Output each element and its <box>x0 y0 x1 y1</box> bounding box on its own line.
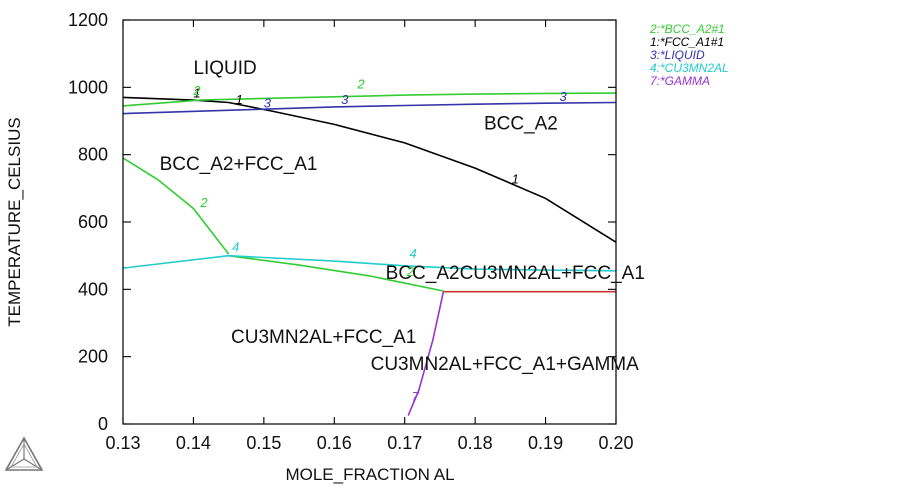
y-axis-title: TEMPERATURE_CELSIUS <box>5 117 24 326</box>
y-tick-label: 800 <box>78 145 108 165</box>
curve-number-label: 2 <box>192 83 201 98</box>
thermo-calc-logo-icon <box>4 436 44 471</box>
phase-boundary-2-segment-3 <box>228 254 444 292</box>
curve-number-label: 1 <box>512 171 519 186</box>
curve-number-label: 7 <box>412 389 420 404</box>
region-label: BCC_A2CU3MN2AL+FCC_A1 <box>386 263 645 284</box>
x-axis-title: MOLE_FRACTION AL <box>285 465 454 484</box>
x-tick-label: 0.20 <box>598 433 633 453</box>
legend-entry: 1:*FCC_A1#1 <box>650 35 724 49</box>
x-tick-label: 0.13 <box>105 433 140 453</box>
y-tick-label: 1200 <box>68 10 108 30</box>
region-label: CU3MN2AL+FCC_A1 <box>231 327 416 348</box>
x-tick-label: 0.15 <box>246 433 281 453</box>
phase-boundary-4-segment-1 <box>122 254 617 272</box>
legend-entry: 2:*BCC_A2#1 <box>649 22 725 36</box>
curve-number-label: 1 <box>193 85 200 100</box>
curve-number-label: 4 <box>232 240 239 255</box>
phase-boundary-2-segment-2 <box>122 157 230 255</box>
curve-number-label: 2 <box>199 195 208 210</box>
curve-number-label: 4 <box>410 246 417 261</box>
region-label: BCC_A2+FCC_A1 <box>160 154 318 175</box>
x-tick-label: 0.19 <box>528 433 563 453</box>
region-label: LIQUID <box>193 58 256 79</box>
curve-number-label: 2 <box>406 264 415 279</box>
x-tick-label: 0.17 <box>387 433 422 453</box>
legend: 2:*BCC_A2#11:*FCC_A1#13:*LIQUID4:*CU3MN2… <box>649 22 729 88</box>
phase-boundary-1-segment-1 <box>122 96 617 243</box>
x-tick-label: 0.14 <box>176 433 211 453</box>
region-labels: LIQUID BCC_A2 BCC_A2+FCC_A1 BCC_A2CU3MN2AL+… <box>160 58 645 375</box>
region-label: CU3MN2AL+FCC_A1+GAMMA <box>371 354 640 375</box>
x-tick-label: 0.18 <box>458 433 493 453</box>
phase-boundary-3-segment-1 <box>122 101 617 115</box>
x-axis-ticks: 0.13 0.14 0.15 0.16 0.17 0.18 0.19 0.20 <box>105 20 634 453</box>
y-axis-ticks: 0 200 400 600 800 1000 1200 <box>68 10 616 434</box>
y-tick-label: 0 <box>98 414 108 434</box>
y-tick-label: 1000 <box>68 77 108 97</box>
curve-number-label: 3 <box>341 92 349 107</box>
plot-curves <box>122 92 617 416</box>
y-tick-label: 400 <box>78 279 108 299</box>
y-tick-label: 200 <box>78 347 108 367</box>
y-tick-label: 600 <box>78 212 108 232</box>
region-label: BCC_A2 <box>484 113 558 134</box>
curve-number-label: 3 <box>264 96 272 111</box>
phase-boundary-2-segment-1 <box>122 92 617 107</box>
curve-number-label: 3 <box>560 89 568 104</box>
curve-number-label: 2 <box>356 76 365 91</box>
phase-boundary-7-segment-1 <box>407 291 445 416</box>
curve-number-label: 1 <box>236 92 243 107</box>
x-tick-label: 0.16 <box>317 433 352 453</box>
legend-entry: 3:*LIQUID <box>650 48 705 62</box>
legend-entry: 4:*CU3MN2AL <box>650 61 729 75</box>
legend-entry: 7:*GAMMA <box>650 74 710 88</box>
